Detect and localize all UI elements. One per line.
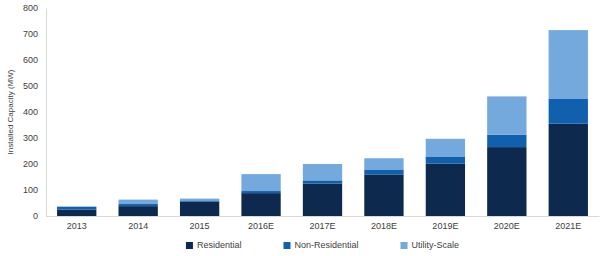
bar — [426, 163, 465, 216]
bar — [57, 206, 96, 208]
y-tick-label: 300 — [23, 133, 38, 143]
x-tick-label: 2021E — [555, 221, 581, 231]
x-tick-label: 2014 — [128, 221, 148, 231]
bars — [57, 30, 588, 216]
bar — [241, 174, 280, 191]
y-tick: 400 — [23, 107, 46, 117]
y-tick: 800 — [23, 3, 46, 13]
plot-area: 0100200300400500600700800201320142015201… — [23, 3, 600, 231]
bar — [549, 98, 588, 123]
chart-container: 0100200300400500600700800201320142015201… — [0, 0, 605, 256]
y-tick-label: 100 — [23, 185, 38, 195]
x-tick: 2017E — [309, 216, 335, 231]
x-tick-label: 2015 — [190, 221, 210, 231]
x-axis-line — [47, 216, 600, 217]
x-tick-label: 2016E — [248, 221, 274, 231]
chart-svg: 0100200300400500600700800201320142015201… — [0, 0, 605, 256]
x-tick: 2018E — [371, 216, 397, 231]
bar — [241, 193, 280, 216]
legend: Residential Non-Residential Utility-Scale — [186, 240, 459, 250]
y-tick: 200 — [23, 159, 46, 169]
bar — [119, 204, 158, 206]
bar — [57, 210, 96, 217]
y-tick: 300 — [23, 133, 46, 143]
y-tick: 500 — [23, 81, 46, 91]
x-tick-label: 2013 — [67, 221, 87, 231]
legend-swatch — [283, 242, 290, 249]
legend-item: Residential — [186, 240, 242, 250]
bar — [487, 96, 526, 134]
bar — [426, 157, 465, 164]
y-tick-label: 400 — [23, 107, 38, 117]
bar — [364, 174, 403, 216]
x-tick: 2016E — [248, 216, 274, 231]
x-tick: 2015 — [190, 216, 210, 231]
bar — [180, 199, 219, 201]
legend-label: Utility-Scale — [412, 240, 460, 250]
bar — [487, 147, 526, 216]
bar — [487, 135, 526, 147]
bar — [303, 164, 342, 180]
y-tick-label: 500 — [23, 81, 38, 91]
y-tick-label: 700 — [23, 29, 38, 39]
bar — [180, 202, 219, 216]
legend-swatch — [401, 242, 408, 249]
bar — [426, 139, 465, 157]
y-tick-label: 600 — [23, 55, 38, 65]
x-tick: 2013 — [67, 216, 87, 231]
bar — [119, 200, 158, 204]
legend-swatch — [186, 242, 193, 249]
y-axis-line — [46, 9, 47, 217]
bar — [364, 170, 403, 174]
legend-label: Non-Residential — [294, 240, 358, 250]
y-tick-label: 0 — [33, 211, 38, 221]
bar — [57, 207, 96, 210]
y-tick: 600 — [23, 55, 46, 65]
x-axis: 2013 2014 2015 2016E 2017E 2018E 2019E 2020E 202… — [47, 216, 600, 231]
bar — [303, 180, 342, 183]
y-tick: 700 — [23, 29, 46, 39]
bar — [549, 124, 588, 216]
legend-item: Non-Residential — [283, 240, 358, 250]
y-axis: 0 100 200 300 400 500 600 700 800 — [23, 3, 47, 221]
x-tick: 2019E — [432, 216, 458, 231]
y-axis-title: Installed Capacity (MW) — [6, 69, 15, 154]
x-tick-label: 2019E — [432, 221, 458, 231]
legend-label: Residential — [197, 240, 242, 250]
bar — [180, 200, 219, 201]
x-tick: 2020E — [494, 216, 520, 231]
x-tick: 2021E — [555, 216, 581, 231]
y-tick-label: 200 — [23, 159, 38, 169]
legend-item: Utility-Scale — [401, 240, 460, 250]
bar — [364, 158, 403, 170]
bar — [119, 206, 158, 216]
y-tick: 0 — [33, 211, 46, 221]
bar — [549, 30, 588, 98]
bar — [241, 191, 280, 193]
x-tick: 2014 — [128, 216, 148, 231]
bar — [303, 184, 342, 217]
x-tick-label: 2017E — [309, 221, 335, 231]
y-tick: 100 — [23, 185, 46, 195]
x-tick-label: 2020E — [494, 221, 520, 231]
y-tick-label: 800 — [23, 3, 38, 13]
x-tick-label: 2018E — [371, 221, 397, 231]
